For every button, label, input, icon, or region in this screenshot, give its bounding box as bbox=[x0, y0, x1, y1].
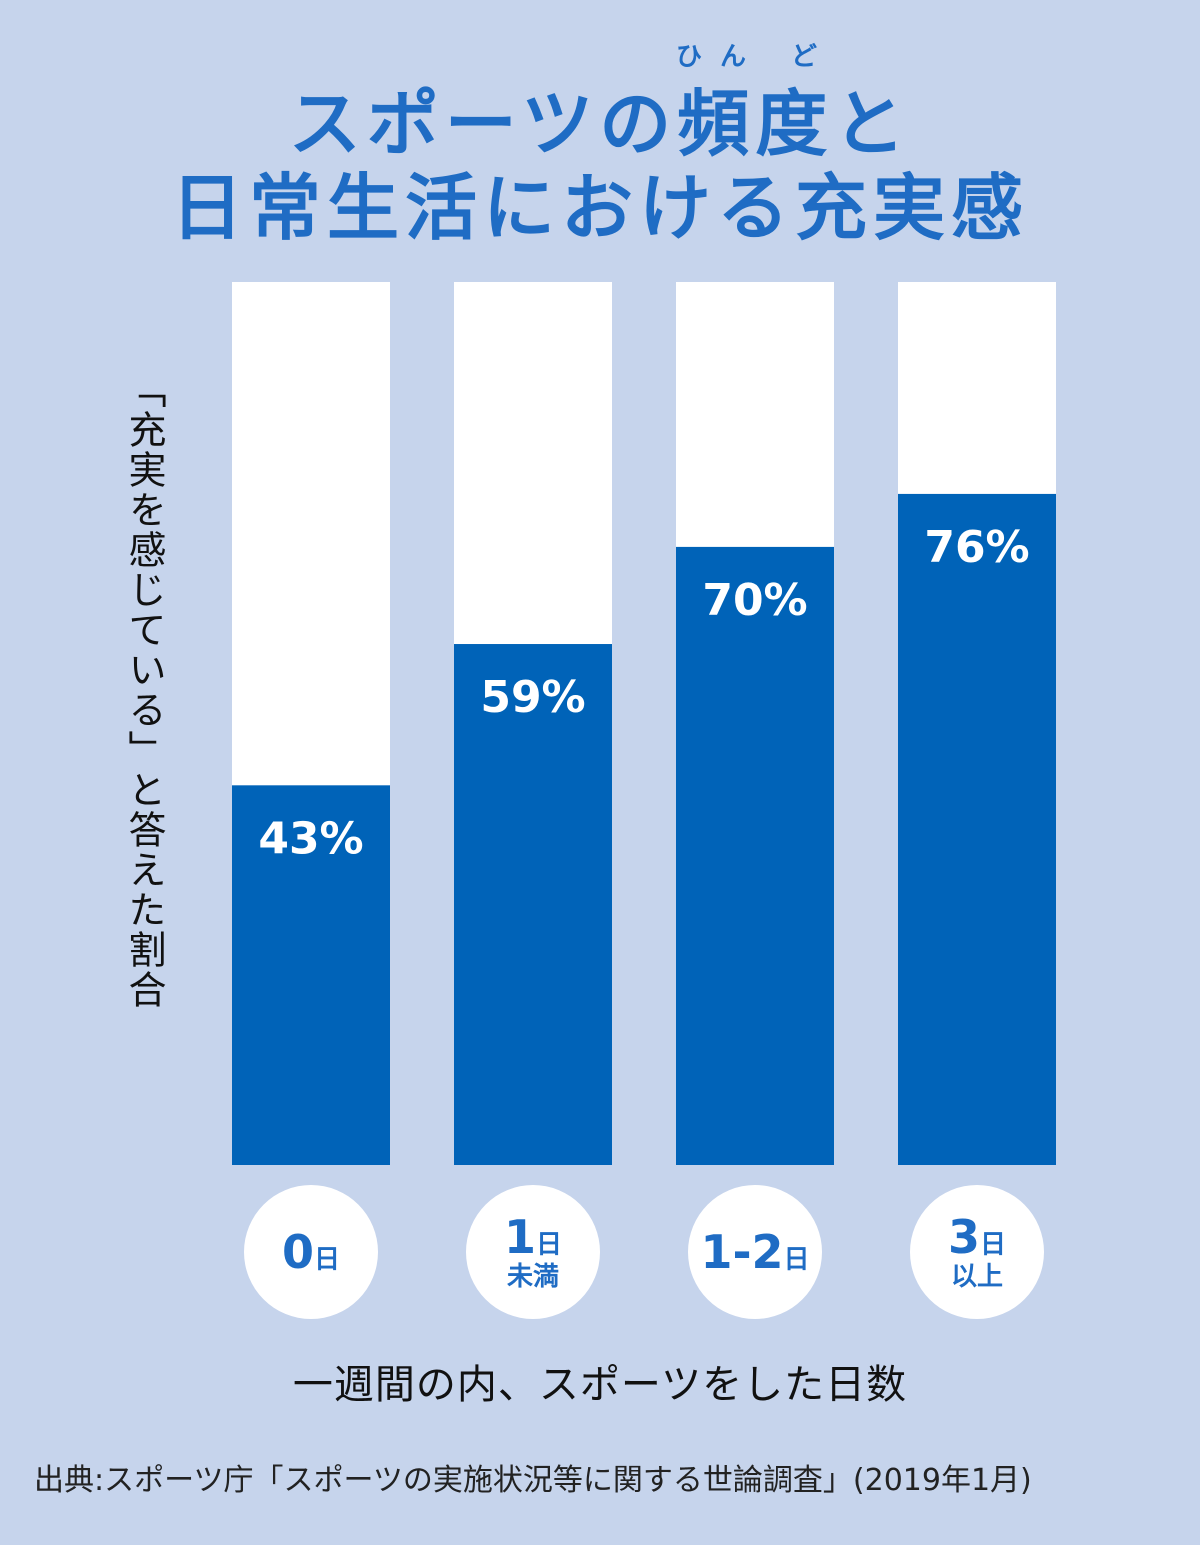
bar bbox=[232, 785, 390, 1165]
x-axis-label: 一週間の内、スポーツをした日数 bbox=[292, 1362, 908, 1408]
data-label: 43% bbox=[258, 813, 363, 864]
category-label: 1-2日 bbox=[688, 1185, 822, 1319]
category-value: 1-2 bbox=[700, 1225, 784, 1279]
chart-title-line2: 日常生活における充実感 bbox=[170, 166, 1029, 250]
category-unit: 日 bbox=[980, 1230, 1007, 1260]
title-ruby: ひん ど bbox=[676, 42, 836, 72]
category-qualifier: 以上 bbox=[950, 1262, 1003, 1292]
bar bbox=[898, 493, 1056, 1165]
category-unit: 日 bbox=[536, 1230, 563, 1260]
category-value: 0 bbox=[281, 1225, 314, 1279]
data-label: 59% bbox=[480, 672, 585, 723]
data-label: 70% bbox=[702, 575, 807, 626]
y-axis-label: 「充実を感じている」と答えた割合 bbox=[122, 370, 166, 1010]
source-note: 出典:スポーツ庁「スポーツの実施状況等に関する世論調査」(2019年1月) bbox=[34, 1463, 1032, 1498]
category-unit: 日 bbox=[783, 1245, 810, 1275]
bar bbox=[454, 644, 612, 1165]
chart-title-line1: スポーツの頻度と bbox=[288, 82, 912, 166]
category-qualifier: 未満 bbox=[506, 1262, 559, 1292]
bar bbox=[676, 546, 834, 1165]
category-label: 3日 以上 bbox=[910, 1185, 1044, 1319]
category-value: 1 bbox=[503, 1210, 536, 1264]
category-label: 0日 bbox=[244, 1185, 378, 1319]
category-label: 1日 未満 bbox=[466, 1185, 600, 1319]
category-value: 3 bbox=[947, 1210, 980, 1264]
data-label: 76% bbox=[924, 522, 1029, 573]
category-unit: 日 bbox=[314, 1245, 341, 1275]
title-block: ひん ど スポーツの頻度と 日常生活における充実感 bbox=[0, 0, 1200, 270]
